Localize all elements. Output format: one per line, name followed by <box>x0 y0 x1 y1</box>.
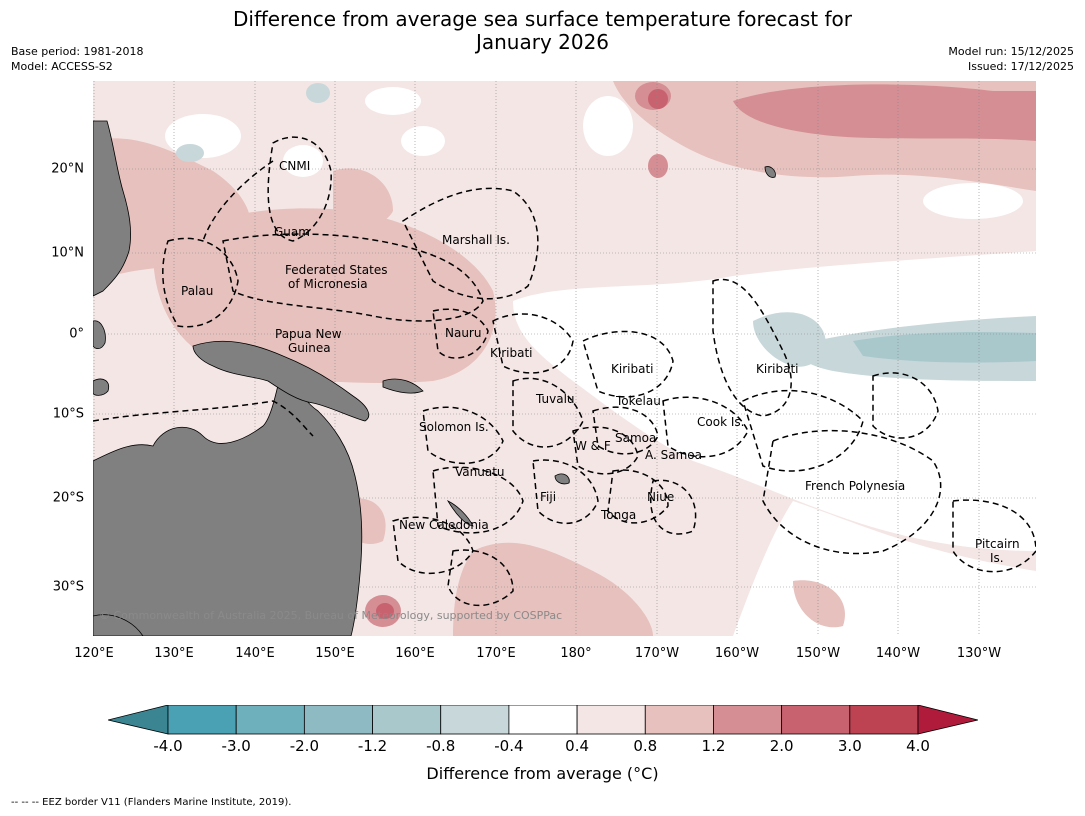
colorbar-tick-label: -3.0 <box>221 737 251 755</box>
region-label: A. Samoa <box>645 448 702 462</box>
lat-label: 10°S <box>52 406 84 422</box>
lon-label: 150°E <box>315 646 355 661</box>
colorbar <box>108 705 978 735</box>
region-label: W & F <box>575 439 611 453</box>
map-title: Difference from average sea surface temp… <box>232 7 852 54</box>
lon-label: 140°E <box>235 646 275 661</box>
region-label: Vanuatu <box>455 465 505 479</box>
lat-label: 10°N <box>51 245 84 261</box>
colorbar-max-arrow <box>917 705 978 735</box>
region-label: of Micronesia <box>288 277 368 291</box>
lat-label: 20°S <box>52 490 84 506</box>
region-label: Guam <box>274 225 310 239</box>
model-name: Model: ACCESS-S2 <box>11 60 113 73</box>
lon-label: 160°E <box>395 646 435 661</box>
lon-label: 170°E <box>476 646 516 661</box>
new-caledonia <box>446 500 474 527</box>
region-label: Guinea <box>288 341 331 355</box>
region-label: Papua New <box>275 327 342 341</box>
land-masses <box>93 120 776 636</box>
colorbar-tick-label: -0.4 <box>494 737 524 755</box>
colorbar-bin <box>713 705 783 735</box>
colorbar-tick-label: -4.0 <box>153 737 183 755</box>
colorbar-bin <box>440 705 510 735</box>
colorbar-tick-label: -2.0 <box>289 737 319 755</box>
colorbar-bin <box>849 705 919 735</box>
region-label: Tonga <box>601 508 637 522</box>
colorbar-tick-label: -1.2 <box>357 737 388 755</box>
region-label: Nauru <box>445 326 482 340</box>
region-label: Federated States <box>285 263 388 277</box>
region-label: Samoa <box>615 431 657 445</box>
hawaii <box>764 166 776 178</box>
new-zealand-top <box>93 614 144 636</box>
run-info: Model run: 15/12/2025 Issued: 17/12/2025 <box>948 44 1074 74</box>
region-label: Niue <box>647 490 675 504</box>
lon-label: 130°E <box>154 646 194 661</box>
lat-label: 20°N <box>51 161 84 177</box>
colorbar-min-arrow <box>108 705 169 735</box>
lon-label: 160°W <box>714 646 760 661</box>
sst-anomaly-map[interactable]: CNMI Guam Marshall Is. Federated States of M… <box>93 81 1036 636</box>
colorbar-tick-label: 4.0 <box>906 737 930 755</box>
map-svg <box>93 81 1036 636</box>
colorbar-bin <box>644 705 714 735</box>
lon-label: 180° <box>560 646 592 661</box>
region-label: Kiribati <box>490 346 533 360</box>
lon-label: 120°E <box>74 646 114 661</box>
region-label: French Polynesia <box>805 479 906 493</box>
eez-borders <box>93 136 1036 607</box>
philippines <box>93 120 131 297</box>
indonesia-north <box>93 320 106 350</box>
eez-footnote: -- -- -- EEZ border V11 (Flanders Marine… <box>11 797 292 808</box>
region-label: Kiribati <box>756 362 799 376</box>
new-britain <box>382 378 424 394</box>
region-label: Solomon Is. <box>419 420 489 434</box>
colorbar-tick-label: 1.2 <box>701 737 726 755</box>
region-label: Tuvalu <box>536 392 575 406</box>
colorbar-bin <box>303 705 373 735</box>
colorbar-bin <box>781 705 851 735</box>
region-label: CNMI <box>279 159 311 173</box>
colorbar-tick-label: 3.0 <box>837 737 862 755</box>
colorbar-title: Difference from average (°C) <box>426 764 659 783</box>
lon-label: 150°W <box>795 646 841 661</box>
lon-label: 140°W <box>875 646 921 661</box>
lon-label: 170°W <box>634 646 680 661</box>
new-guinea <box>192 340 370 422</box>
colorbar-bin <box>167 705 237 735</box>
colorbar-bin <box>372 705 442 735</box>
fiji <box>554 473 570 485</box>
region-label: Is. <box>990 551 1004 565</box>
copyright-text: © Commonwealth of Australia 2025, Bureau… <box>99 609 563 622</box>
colorbar-tick-label: 0.8 <box>633 737 658 755</box>
colorbar-tick-label: -0.8 <box>426 737 456 755</box>
colorbar-tick-label: 2.0 <box>769 737 794 755</box>
base-info: Base period: 1981-2018 Model: ACCESS-S2 <box>11 44 143 74</box>
lat-label: 0° <box>69 326 84 342</box>
anomaly-moderate-cool-areas <box>853 331 1036 363</box>
issued-date: Issued: 17/12/2025 <box>967 60 1074 73</box>
anomaly-very-warm-areas <box>376 89 668 619</box>
region-label: Marshall Is. <box>442 233 510 247</box>
region-label: Tokelau <box>616 394 661 408</box>
colorbar-tick-label: 0.4 <box>565 737 590 755</box>
colorbar-bin <box>235 705 305 735</box>
region-label: Palau <box>181 284 214 298</box>
colorbar-bin <box>508 705 578 735</box>
base-period: Base period: 1981-2018 <box>11 45 144 58</box>
model-run: Model run: 15/12/2025 <box>948 45 1074 58</box>
lon-label: 130°W <box>956 646 1002 661</box>
region-label: New Caledonia <box>399 518 489 532</box>
borneo-edge <box>93 378 110 396</box>
colorbar-bin <box>576 705 646 735</box>
region-label: Cook Is. <box>697 415 745 429</box>
region-label: Fiji <box>540 490 557 504</box>
region-label: Kiribati <box>611 362 654 376</box>
lat-label: 30°S <box>52 579 84 595</box>
region-label: Pitcairn <box>975 537 1020 551</box>
